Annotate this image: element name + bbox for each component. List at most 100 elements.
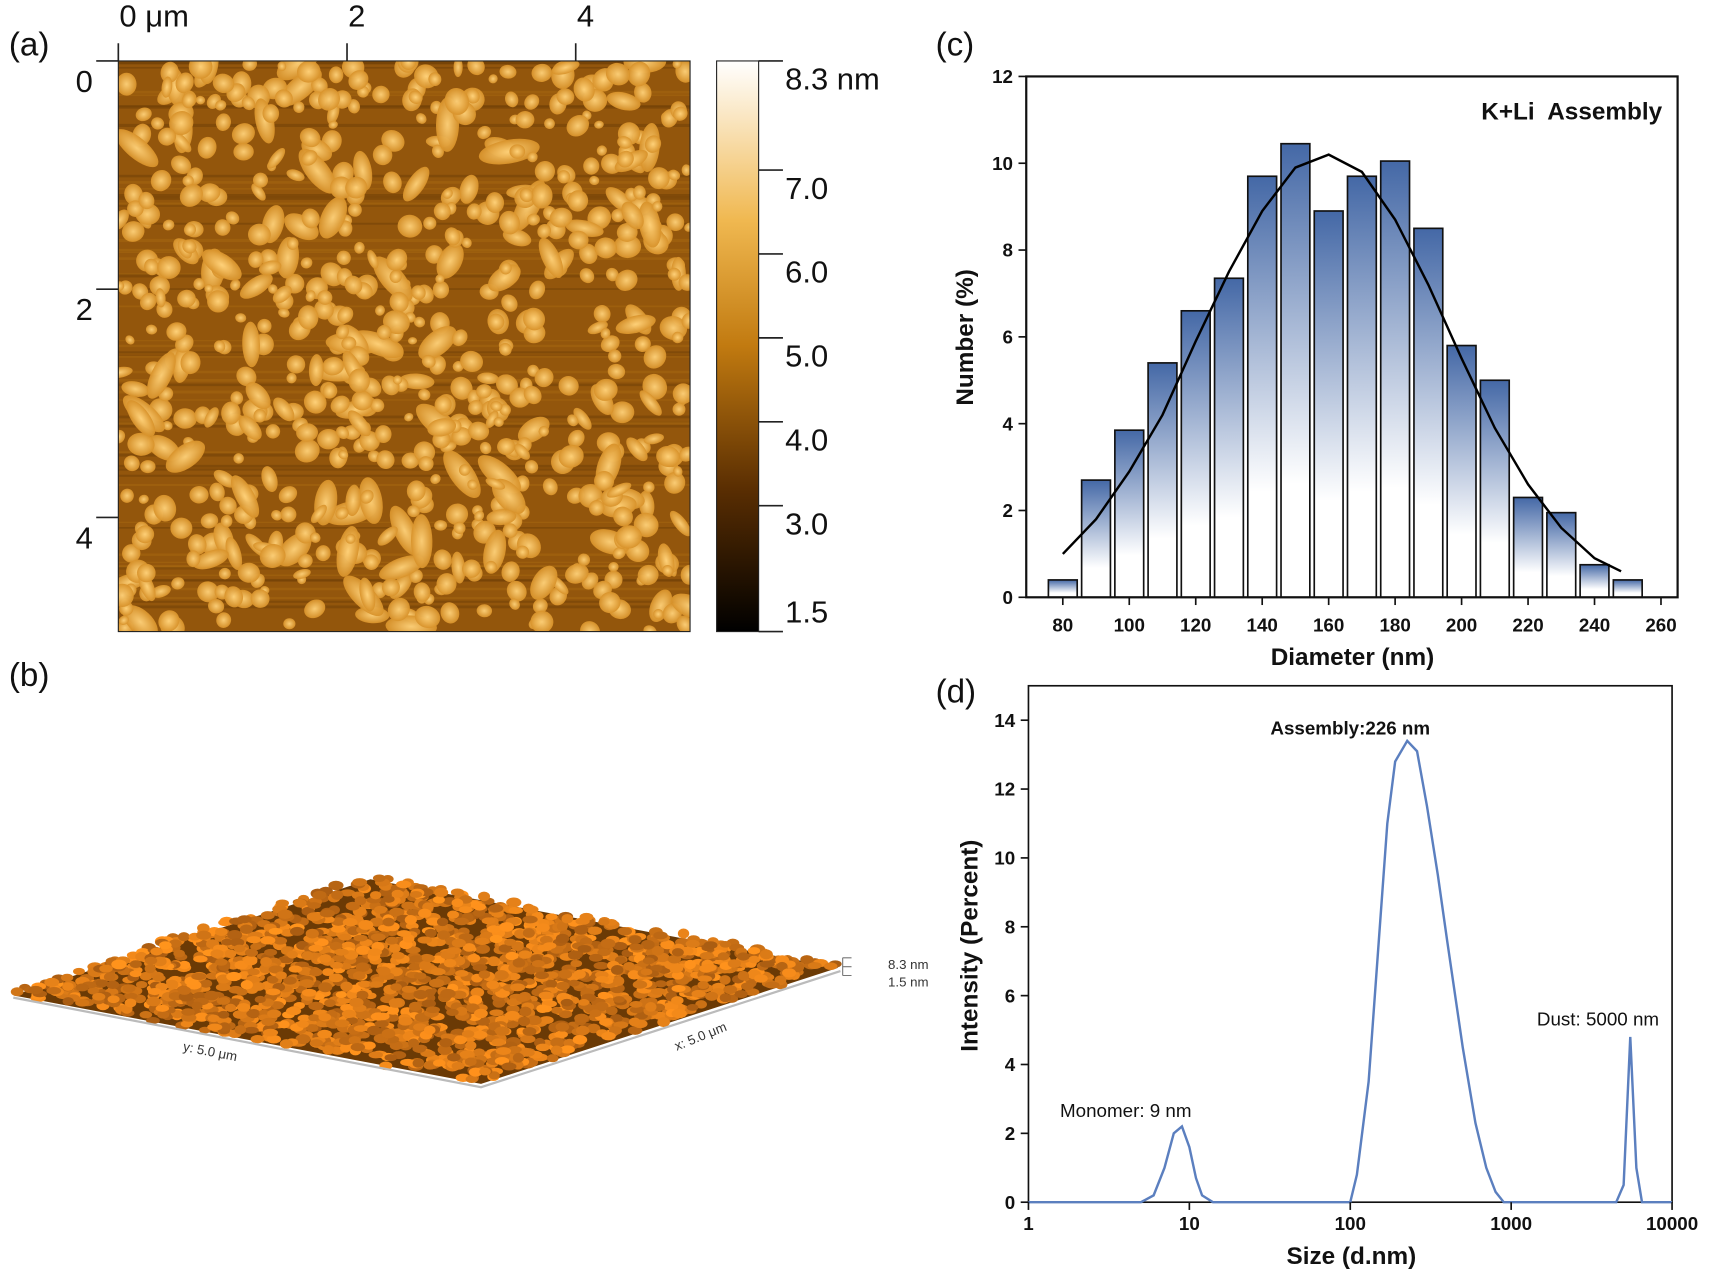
surface-grain xyxy=(216,997,231,1005)
grain xyxy=(171,155,192,175)
surface-grain xyxy=(518,1016,531,1027)
surface-grain xyxy=(642,957,655,965)
grain xyxy=(450,376,473,400)
surface-grain xyxy=(465,1040,477,1051)
x-tick-label: 1 xyxy=(1023,1213,1033,1234)
bar xyxy=(1546,511,1577,599)
grain xyxy=(157,127,177,146)
surface-grain xyxy=(628,935,642,945)
grain xyxy=(173,408,197,429)
surface-grain xyxy=(322,1045,335,1055)
grain xyxy=(183,223,197,236)
grain xyxy=(308,354,324,387)
surface-grain xyxy=(653,931,668,940)
surface-grain xyxy=(605,1006,618,1016)
surface-grain xyxy=(727,959,742,968)
grain xyxy=(644,135,662,153)
grain xyxy=(617,136,633,149)
grain xyxy=(379,555,424,581)
grain xyxy=(402,166,430,202)
x-tick-label: 10000 xyxy=(1646,1213,1698,1234)
surface-grain xyxy=(473,903,486,911)
surface-grain xyxy=(556,921,568,931)
grain xyxy=(283,618,296,630)
surface-grain xyxy=(423,1025,436,1035)
surface-grain xyxy=(671,970,685,980)
grain xyxy=(202,249,242,281)
surface-grain xyxy=(627,1026,643,1035)
surface-grain xyxy=(286,950,298,959)
surface-grain xyxy=(523,905,539,914)
surface-grain xyxy=(318,982,333,993)
surface-grain xyxy=(461,1030,475,1038)
surface-grain xyxy=(699,964,714,973)
surface-grain xyxy=(307,902,321,909)
grain xyxy=(235,313,247,323)
surface-grain xyxy=(390,983,402,991)
surface-grain xyxy=(385,936,399,945)
grain xyxy=(212,73,235,94)
grain xyxy=(573,77,595,102)
grain xyxy=(501,561,520,582)
surface-grain xyxy=(178,960,191,970)
surface-grain xyxy=(671,1009,687,1019)
surface-grain xyxy=(389,1041,403,1051)
surface-grain xyxy=(494,970,509,980)
grain xyxy=(216,612,232,628)
grain xyxy=(359,430,380,452)
surface-grain xyxy=(159,941,172,950)
surface-grain xyxy=(232,1009,249,1019)
surface-grain xyxy=(556,981,570,991)
surface-grain xyxy=(352,971,366,981)
grain xyxy=(220,514,233,528)
grain xyxy=(485,410,499,428)
surface-grain xyxy=(628,1017,641,1027)
grain xyxy=(345,533,356,544)
grain xyxy=(678,274,691,291)
surface-grain xyxy=(459,1050,475,1059)
surface-grain xyxy=(589,1009,602,1018)
surface-grain xyxy=(324,999,336,1008)
surface-grain xyxy=(353,1025,370,1032)
surface-grain xyxy=(107,995,120,1004)
surface-grain xyxy=(191,1001,203,1011)
grain xyxy=(370,398,385,413)
surface-grain xyxy=(317,1029,332,1039)
grain xyxy=(501,294,518,312)
surface-grain xyxy=(516,995,528,1002)
grain xyxy=(490,400,503,412)
surface-grain xyxy=(243,1026,259,1034)
grain xyxy=(381,578,400,597)
grain xyxy=(466,203,482,220)
grain xyxy=(621,201,644,230)
grain xyxy=(121,221,145,242)
y-axis-title: Intensity (Percent) xyxy=(957,840,984,1052)
surface-grain xyxy=(152,974,166,982)
grain xyxy=(245,382,271,410)
surface-grain xyxy=(486,980,500,990)
grain xyxy=(372,144,393,166)
x-tick-label: 260 xyxy=(1645,615,1676,636)
surface-grain xyxy=(166,979,179,990)
grain xyxy=(197,581,219,603)
surface-grain xyxy=(221,938,233,946)
grain xyxy=(544,118,555,130)
surface-grain xyxy=(387,1005,399,1015)
size-distribution xyxy=(1028,738,1673,1204)
grain xyxy=(673,466,683,477)
grain xyxy=(195,95,206,105)
surface-grain xyxy=(555,933,570,944)
grain xyxy=(565,563,589,584)
surface-grain xyxy=(261,1017,276,1026)
grain xyxy=(345,484,361,517)
grain xyxy=(669,510,691,537)
grain xyxy=(418,388,431,401)
scan-streak xyxy=(118,344,691,348)
surface-grain xyxy=(601,1031,616,1041)
surface-grain xyxy=(510,983,526,992)
surface-grain xyxy=(612,942,628,951)
grain xyxy=(337,306,354,324)
grain xyxy=(479,441,492,455)
grain xyxy=(414,605,441,629)
grain xyxy=(531,63,553,82)
